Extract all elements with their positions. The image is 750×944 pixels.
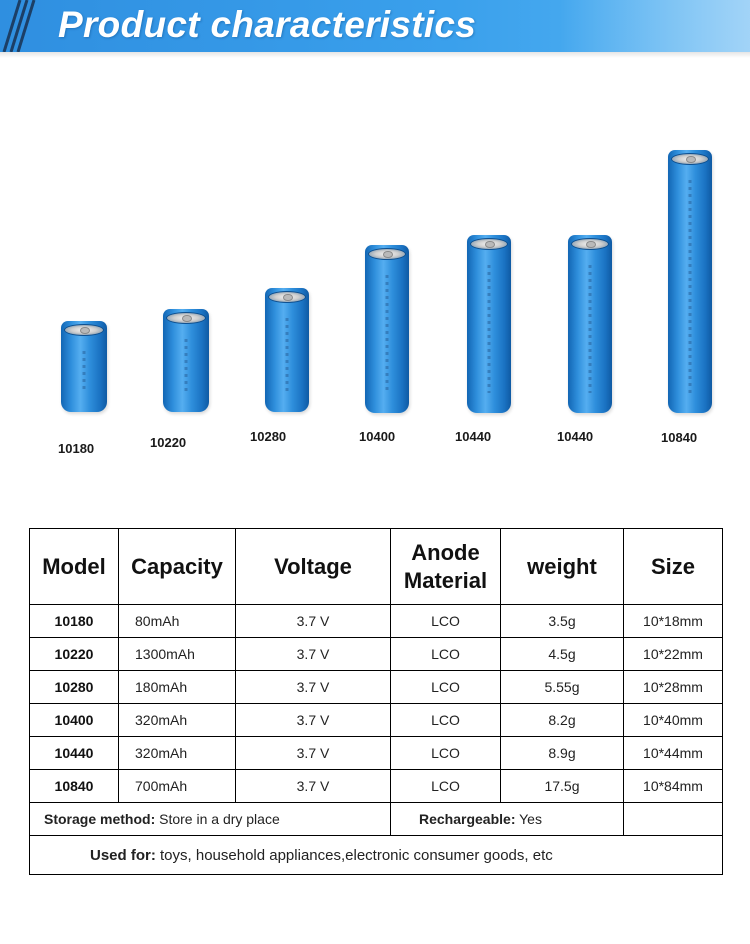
battery-label: 10400 (359, 429, 396, 444)
cell-material: LCO (390, 604, 501, 638)
battery-label: 10440 (557, 429, 594, 444)
cell-capacity: 700mAh (118, 769, 236, 803)
cell-capacity: 1300mAh (118, 637, 236, 671)
storage-method-value: Store in a dry place (155, 811, 280, 827)
cell-material: LCO (390, 637, 501, 671)
rechargeable-cell: Rechargeable: Yes (390, 802, 624, 836)
table-row: 10180 80mAh 3.7 V LCO 3.5g 10*18mm (29, 604, 723, 638)
rechargeable-label: Rechargeable: (419, 811, 516, 827)
cell-capacity: 320mAh (118, 703, 236, 737)
cell-capacity: 80mAh (118, 604, 236, 638)
cell-size: 10*40mm (623, 703, 723, 737)
cell-size: 10*84mm (623, 769, 723, 803)
cell-capacity: 320mAh (118, 736, 236, 770)
cell-size: 10*28mm (623, 670, 723, 704)
used-for-label: Used for: (90, 846, 156, 864)
cell-material: LCO (390, 736, 501, 770)
table-row: 10400 320mAh 3.7 V LCO 8.2g 10*40mm (29, 703, 723, 737)
page-title: Product characteristics (58, 4, 477, 45)
column-header-model: Model (29, 528, 119, 605)
cell-size: 10*18mm (623, 604, 723, 638)
battery-image (365, 245, 409, 413)
cell-size: 10*22mm (623, 637, 723, 671)
table-row: 10440 320mAh 3.7 V LCO 8.9g 10*44mm (29, 736, 723, 770)
table-row: 10220 1300mAh 3.7 V LCO 4.5g 10*22mm (29, 637, 723, 671)
rechargeable-value: Yes (515, 811, 542, 827)
cell-capacity: 180mAh (118, 670, 236, 704)
cell-model: 10840 (29, 769, 119, 803)
storage-method-cell: Storage method: Store in a dry place (29, 802, 391, 836)
cell-weight: 8.2g (500, 703, 624, 737)
cell-material: LCO (390, 769, 501, 803)
battery-label: 10180 (58, 441, 95, 456)
anode-line-2: Material (403, 567, 488, 593)
battery-image (61, 321, 107, 412)
column-header-size: Size (623, 528, 723, 605)
cell-weight: 4.5g (500, 637, 624, 671)
used-for-row: Used for: toys, household appliances,ele… (29, 835, 723, 875)
cell-model: 10180 (29, 604, 119, 638)
cell-voltage: 3.7 V (235, 670, 391, 704)
cell-weight: 5.55g (500, 670, 624, 704)
cell-size: 10*44mm (623, 736, 723, 770)
header-banner: Product characteristics (0, 0, 750, 52)
battery-image (163, 309, 209, 412)
empty-cell (623, 802, 723, 836)
battery-image (568, 235, 612, 413)
battery-label: 10280 (250, 429, 287, 444)
cell-voltage: 3.7 V (235, 637, 391, 671)
cell-model: 10280 (29, 670, 119, 704)
column-header-weight: weight (500, 528, 624, 605)
cell-voltage: 3.7 V (235, 736, 391, 770)
stripes-decoration (2, 0, 36, 52)
used-for-value: toys, household appliances,electronic co… (155, 846, 553, 864)
cell-weight: 8.9g (500, 736, 624, 770)
battery-image (265, 288, 309, 412)
cell-material: LCO (390, 670, 501, 704)
notes-row: Storage method: Store in a dry place Rec… (29, 802, 723, 836)
cell-voltage: 3.7 V (235, 703, 391, 737)
cell-material: LCO (390, 703, 501, 737)
column-header-capacity: Capacity (118, 528, 236, 605)
storage-method-label: Storage method: (44, 811, 156, 827)
spec-table: Model Capacity Voltage Anode Material we… (29, 528, 723, 875)
banner-highlight (560, 0, 750, 52)
cell-model: 10440 (29, 736, 119, 770)
cell-weight: 17.5g (500, 769, 624, 803)
cell-weight: 3.5g (500, 604, 624, 638)
battery-image (467, 235, 511, 413)
cell-voltage: 3.7 V (235, 769, 391, 803)
anode-line-1: Anode (411, 539, 480, 565)
banner-shadow (0, 52, 750, 58)
battery-label: 10220 (150, 435, 187, 450)
table-header-row: Model Capacity Voltage Anode Material we… (29, 528, 723, 605)
battery-label: 10840 (661, 430, 698, 445)
used-for-cell: Used for: toys, household appliances,ele… (29, 835, 723, 875)
cell-model: 10400 (29, 703, 119, 737)
battery-image (668, 150, 712, 413)
cell-voltage: 3.7 V (235, 604, 391, 638)
table-row: 10840 700mAh 3.7 V LCO 17.5g 10*84mm (29, 769, 723, 803)
cell-model: 10220 (29, 637, 119, 671)
table-row: 10280 180mAh 3.7 V LCO 5.55g 10*28mm (29, 670, 723, 704)
battery-label: 10440 (455, 429, 492, 444)
column-header-voltage: Voltage (235, 528, 391, 605)
column-header-anode-material: Anode Material (390, 528, 501, 605)
